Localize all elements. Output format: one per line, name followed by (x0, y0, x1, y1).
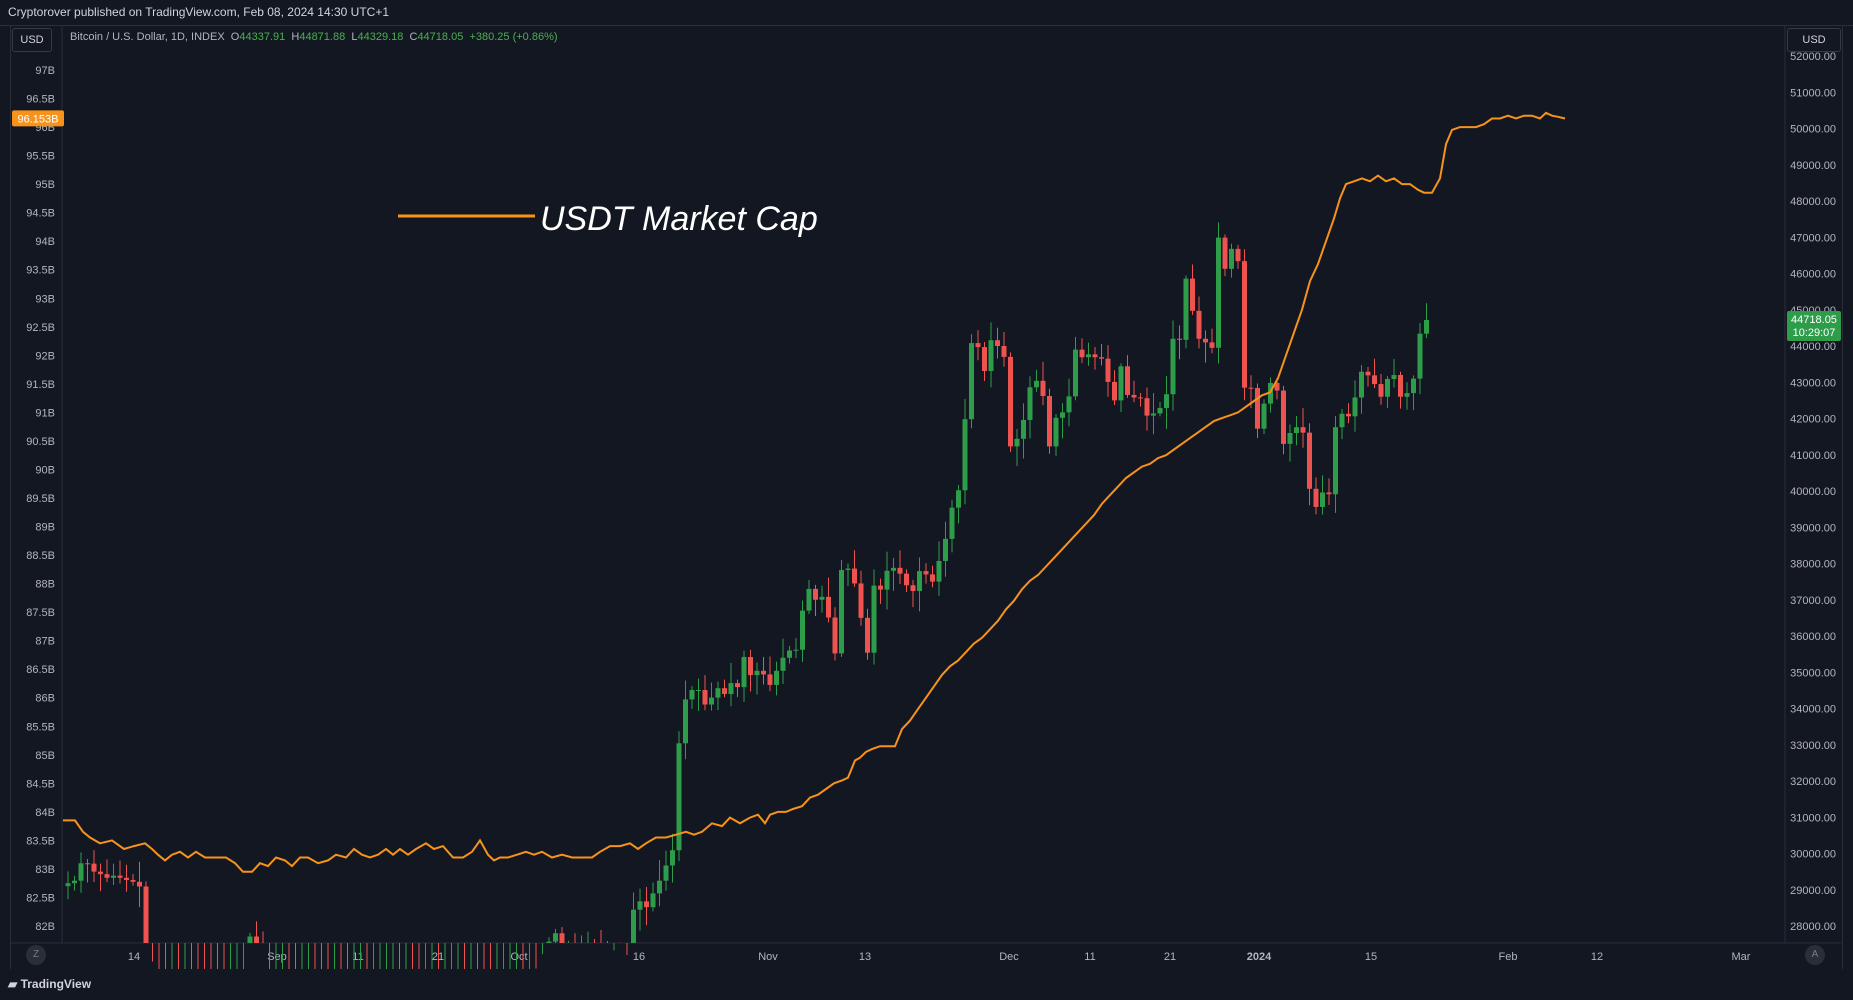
change-value: +380.25 (+0.86%) (469, 31, 558, 43)
publisher-bar: Cryptorover published on TradingView.com… (0, 0, 1853, 26)
auto-scale-button[interactable]: A (1805, 945, 1825, 965)
low-value: 44329.18 (357, 31, 404, 43)
brand-text: TradingView (20, 977, 92, 991)
left-currency-button[interactable]: USD (12, 28, 52, 52)
right-currency-button[interactable]: USD (1787, 28, 1841, 52)
chart-frame (10, 25, 1843, 970)
symbol-legend: Bitcoin / U.S. Dollar, 1D, INDEX O44337.… (70, 31, 558, 43)
tradingview-logo[interactable]: ▰ TradingView (8, 977, 91, 991)
close-value: 44718.05 (417, 31, 464, 43)
tv-logo-icon: ▰ (8, 977, 18, 991)
footer-bar: ▰ TradingView (0, 969, 1853, 1000)
open-label: O (230, 31, 240, 43)
high-value: 44871.88 (299, 31, 346, 43)
high-label: H (291, 31, 300, 43)
low-label: L (351, 31, 358, 43)
symbol-name[interactable]: Bitcoin / U.S. Dollar, 1D, INDEX (70, 31, 225, 43)
zoom-button[interactable]: Z (26, 945, 46, 965)
publisher-text: Cryptorover published on TradingView.com… (8, 5, 389, 19)
open-value: 44337.91 (239, 31, 286, 43)
close-label: C (409, 31, 418, 43)
